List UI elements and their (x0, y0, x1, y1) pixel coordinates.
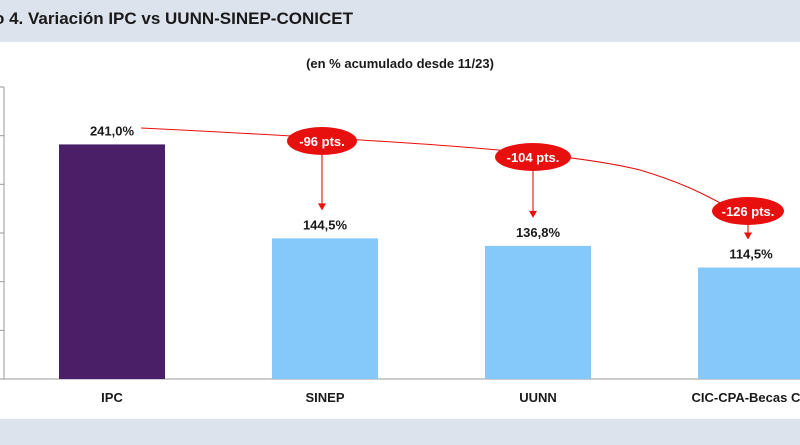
annotation-label: -104 pts. (507, 150, 560, 165)
bar-ipc (59, 144, 165, 379)
annotation-label: -96 pts. (299, 134, 345, 149)
annotation-arrowhead (318, 203, 326, 211)
bar-sinep (272, 238, 378, 379)
annotation-badge (712, 197, 784, 225)
bar-cic-cpa-becas-co (698, 267, 800, 379)
chart-title: o 4. Variación IPC vs UUNN-SINEP-CONICET (0, 9, 353, 28)
chart-subtitle: (en % acumulado desde 11/23) (306, 56, 494, 71)
annotation-label: -126 pts. (722, 204, 775, 219)
title-bar: o 4. Variación IPC vs UUNN-SINEP-CONICET (0, 0, 800, 42)
value-label: 241,0% (90, 123, 135, 138)
annotation-badge (287, 127, 357, 155)
annotation-arrowhead (744, 232, 752, 240)
value-label: 144,5% (303, 217, 348, 232)
value-label: 136,8% (516, 225, 561, 240)
category-label: UUNN (519, 390, 557, 405)
bottom-bar (0, 419, 800, 445)
trend-curve (140, 127, 729, 208)
category-label: IPC (101, 390, 123, 405)
category-label: CIC-CPA-Becas CO (692, 390, 800, 405)
annotation-badge (495, 143, 571, 171)
bar-uunn (485, 245, 591, 379)
annotation-arrowhead (529, 210, 537, 218)
category-label: SINEP (305, 390, 344, 405)
value-label: 114,5% (729, 247, 773, 262)
